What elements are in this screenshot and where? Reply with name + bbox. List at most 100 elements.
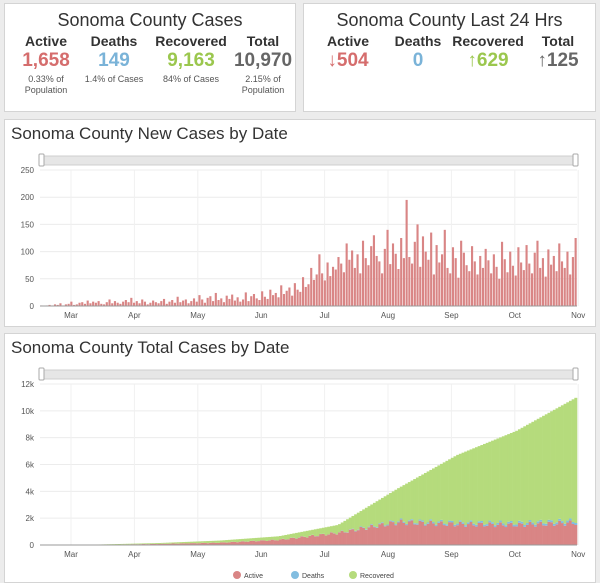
- deaths-bar: [397, 521, 400, 522]
- active-bar: [346, 533, 349, 545]
- active-bar: [284, 540, 287, 545]
- deaths-bar: [448, 521, 451, 523]
- active-bar: [547, 522, 550, 545]
- recovered-bar: [507, 434, 510, 522]
- bar: [302, 277, 304, 306]
- recovered-bar: [574, 398, 577, 523]
- bar: [294, 283, 296, 306]
- x-tick-label: Aug: [381, 311, 395, 320]
- deaths-bar: [470, 520, 473, 522]
- deaths-bar: [523, 525, 526, 527]
- deaths-bar: [488, 521, 491, 523]
- bar: [231, 295, 233, 306]
- recovered-bar: [491, 441, 494, 522]
- recovered-bar: [139, 543, 142, 544]
- recovered-bar: [231, 540, 234, 542]
- bar: [267, 299, 269, 306]
- bar: [179, 302, 181, 306]
- bar: [406, 200, 408, 306]
- legend-swatch: [291, 571, 299, 579]
- recovered-bar: [550, 411, 553, 520]
- stat-value: 1,658: [10, 50, 82, 72]
- active-bar: [467, 524, 470, 545]
- bar: [144, 302, 146, 306]
- bar: [286, 291, 288, 306]
- bar: [466, 265, 468, 306]
- bar: [209, 296, 211, 306]
- recovered-bar: [266, 537, 269, 541]
- recovered-bar: [188, 542, 191, 544]
- bar: [212, 301, 214, 306]
- deaths-bar: [531, 523, 534, 525]
- active-bar: [378, 524, 381, 545]
- recovered-bar: [357, 513, 360, 530]
- active-bar: [405, 525, 408, 545]
- bar: [70, 302, 72, 306]
- active-bar: [257, 541, 260, 545]
- recovered-bar: [129, 544, 132, 545]
- recovered-bar: [193, 542, 196, 543]
- bar: [136, 301, 138, 306]
- recovered-bar: [145, 543, 148, 544]
- active-bar: [309, 536, 312, 545]
- active-bar: [456, 525, 459, 545]
- active-bar: [453, 526, 456, 545]
- deaths-bar: [411, 519, 414, 520]
- bar: [531, 273, 533, 306]
- recovered-bar: [284, 535, 287, 540]
- bar: [305, 287, 307, 306]
- bar: [386, 230, 388, 306]
- deaths-bar: [526, 523, 529, 525]
- active-bar: [244, 542, 247, 545]
- deaths-bar: [553, 524, 556, 526]
- bar: [376, 256, 378, 306]
- active-bar: [429, 521, 432, 545]
- active-bar: [349, 530, 352, 545]
- active-bar: [539, 522, 542, 545]
- deaths-bar: [451, 521, 454, 523]
- bar: [245, 292, 247, 306]
- active-bar: [319, 534, 322, 545]
- bar: [359, 273, 361, 306]
- active-bar: [416, 525, 419, 545]
- active-bar: [424, 526, 427, 545]
- recovered-bar: [534, 420, 537, 524]
- active-bar: [384, 526, 387, 545]
- deaths-bar: [427, 523, 430, 524]
- deaths-bar: [389, 520, 392, 521]
- bar: [449, 273, 451, 306]
- active-bar: [322, 534, 325, 545]
- deaths-bar: [432, 522, 435, 523]
- bar: [509, 252, 511, 306]
- deaths-bar: [486, 524, 489, 526]
- deaths-bar: [394, 524, 397, 525]
- stat-note: 1.4% of Cases: [78, 74, 150, 85]
- active-bar: [397, 522, 400, 545]
- active-bar: [249, 541, 252, 545]
- recovered-bar: [427, 471, 430, 522]
- deaths-bar: [558, 519, 561, 521]
- bar: [198, 295, 200, 306]
- bar: [280, 285, 282, 306]
- deaths-bar: [550, 520, 553, 522]
- deaths-bar: [392, 521, 395, 522]
- deaths-bar: [566, 521, 569, 523]
- deaths-bar: [556, 522, 559, 524]
- recovered-bar: [215, 541, 218, 543]
- active-bar: [338, 532, 341, 545]
- bar: [444, 230, 446, 306]
- bar: [474, 261, 476, 306]
- recovered-bar: [255, 538, 258, 541]
- active-bar: [475, 527, 478, 545]
- recovered-bar: [518, 429, 521, 521]
- recovered-bar: [394, 490, 397, 524]
- deaths-bar: [507, 522, 510, 524]
- bar: [261, 291, 263, 306]
- active-bar: [357, 530, 360, 545]
- deaths-bar: [384, 525, 387, 526]
- new-cases-chart-title: Sonoma County New Cases by Date: [11, 124, 288, 144]
- active-bar: [274, 540, 277, 545]
- active-bar: [488, 522, 491, 545]
